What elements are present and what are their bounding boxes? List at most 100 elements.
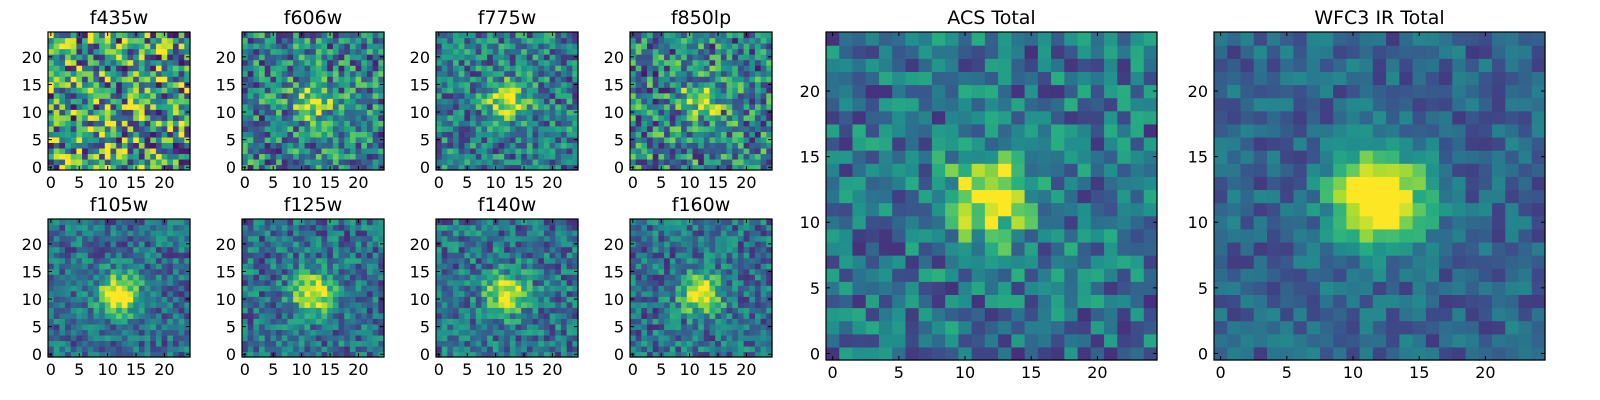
heatmap-cell [630, 48, 637, 55]
heatmap-cell [110, 318, 117, 325]
heatmap-cell [481, 32, 488, 39]
heatmap-cell [521, 59, 528, 66]
heatmap-cell [161, 92, 168, 99]
heatmap-cell [161, 142, 168, 149]
heatmap-cell [549, 257, 556, 264]
heatmap-cell [321, 37, 328, 44]
heatmap-cell [492, 37, 500, 44]
heatmap-cell [355, 158, 362, 166]
heatmap-cell [321, 252, 328, 259]
heatmap-cell [287, 48, 294, 55]
heatmap-cell [355, 70, 362, 77]
heatmap-cell [538, 263, 545, 270]
heatmap-cell [133, 54, 140, 61]
heatmap-cell [521, 296, 528, 303]
heatmap-cell [436, 70, 443, 77]
heatmap-cell [549, 323, 556, 330]
heatmap-cell [116, 351, 123, 358]
heatmap-cell [487, 98, 494, 105]
heatmap-cell [133, 43, 140, 50]
heatmap-cell [366, 153, 374, 160]
heatmap-cell [70, 334, 77, 342]
heatmap-cell [99, 37, 106, 44]
heatmap-cell [492, 318, 500, 325]
heatmap-cell [247, 241, 254, 248]
heatmap-cell [293, 103, 300, 110]
heatmap-cell [681, 351, 688, 358]
heatmap-cell [532, 131, 539, 138]
heatmap-cell [509, 257, 517, 264]
heatmap-cell [276, 246, 283, 253]
heatmap-cell [338, 70, 345, 77]
heatmap-cell [743, 340, 750, 347]
heatmap-cell [110, 147, 117, 155]
heatmap-cell [161, 65, 168, 72]
heatmap-cell [321, 109, 328, 116]
heatmap-cell [641, 76, 648, 83]
heatmap-cell [441, 241, 448, 248]
heatmap-cell [635, 340, 642, 347]
heatmap-cell [458, 263, 465, 270]
heatmap-cell [766, 131, 773, 138]
heatmap-cell [304, 323, 311, 330]
heatmap-cell [766, 43, 773, 50]
heatmap-cell [270, 290, 277, 297]
heatmap-cell [549, 48, 556, 55]
heatmap-cell [732, 136, 739, 143]
heatmap-cell [532, 312, 539, 319]
heatmap-cell [572, 114, 579, 121]
heatmap-cell [116, 323, 123, 330]
heatmap-cell [304, 334, 311, 342]
heatmap-cell [630, 131, 637, 138]
heatmap-cell [59, 257, 66, 264]
heatmap-cell [686, 120, 694, 127]
heatmap-cell [378, 158, 385, 166]
heatmap-cell [652, 48, 659, 55]
heatmap-cell [366, 109, 374, 116]
heatmap-cell [87, 345, 95, 353]
heatmap-cell [658, 98, 665, 105]
heatmap-cell [464, 131, 471, 138]
heatmap-cell [754, 125, 762, 132]
heatmap-cell [658, 334, 665, 342]
heatmap-cell [349, 87, 357, 94]
heatmap-cell [116, 329, 123, 336]
heatmap-cell [481, 252, 488, 259]
heatmap-cell [572, 307, 579, 314]
heatmap-cell [372, 329, 379, 336]
heatmap-cell [475, 114, 483, 121]
heatmap-cell [652, 147, 659, 155]
heatmap-cell [641, 279, 648, 286]
heatmap-cell [247, 109, 254, 116]
heatmap-cell [315, 147, 323, 155]
heatmap-cell [692, 114, 699, 121]
heatmap-cell [698, 32, 705, 39]
heatmap-cell [287, 153, 294, 160]
heatmap-cell [487, 103, 494, 110]
heatmap-cell [372, 296, 379, 303]
heatmap-cell [293, 136, 300, 143]
heatmap-cell [127, 307, 134, 314]
heatmap-cell [53, 290, 60, 297]
heatmap-cell [242, 43, 249, 50]
heatmap-cell [99, 109, 106, 116]
heatmap-cell [720, 114, 728, 121]
heatmap-cell [138, 48, 146, 55]
heatmap-cell [127, 54, 134, 61]
heatmap-cell [509, 224, 517, 231]
heatmap-cell [116, 252, 123, 259]
heatmap-cell [116, 296, 123, 303]
heatmap-cell [652, 312, 659, 319]
heatmap-cell [709, 131, 716, 138]
heatmap-cell [475, 70, 483, 77]
heatmap-cell [538, 246, 545, 253]
heatmap-cell [161, 76, 168, 83]
heatmap-cell [498, 164, 505, 171]
heatmap-cell [338, 246, 345, 253]
heatmap-cell [167, 59, 174, 66]
heatmap-cell [361, 92, 368, 99]
heatmap-cell [726, 131, 733, 138]
heatmap-cell [116, 257, 123, 264]
heatmap-cell [76, 301, 83, 308]
heatmap-cell [686, 307, 694, 314]
